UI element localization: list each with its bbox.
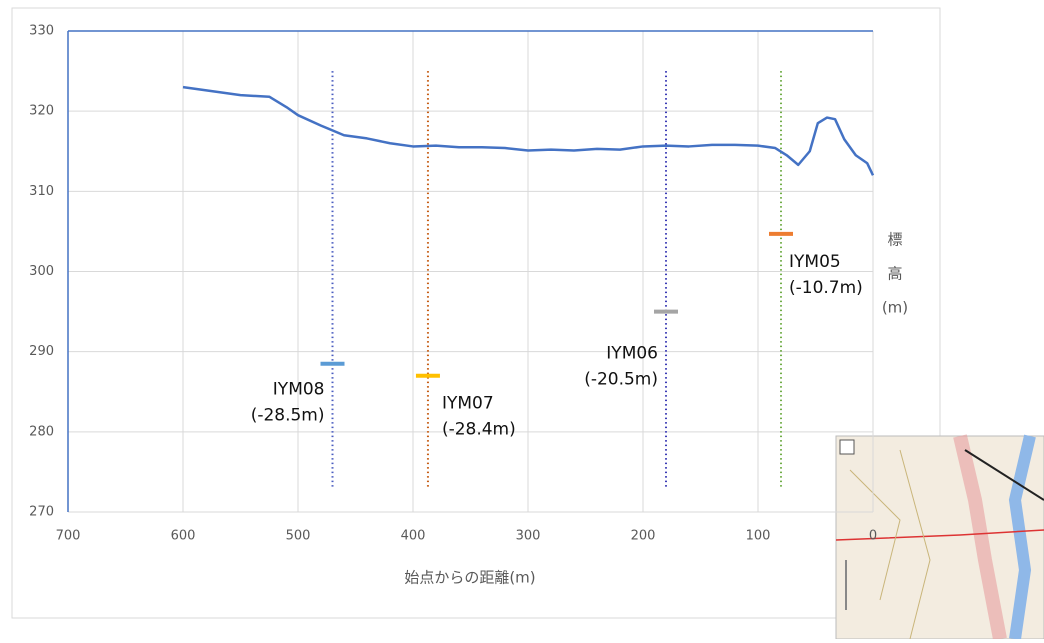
y-axis-label: 標 [887,231,902,249]
map-thumbnail [836,436,1044,639]
borehole-name: IYM08 [273,380,325,400]
y-tick-label: 300 [29,264,54,279]
y-tick-label: 320 [29,104,54,119]
x-tick-label: 400 [401,529,426,544]
borehole-name: IYM07 [442,394,494,414]
chart-frame [12,8,940,618]
x-tick-label: 0 [869,529,877,544]
borehole-name: IYM06 [606,344,658,364]
borehole-depth: (-10.7m) [789,278,863,298]
x-tick-label: 500 [286,529,311,544]
x-tick-label: 700 [56,529,81,544]
chart: 始点からの距離(m) 270 280 290 300 310 320 330 700 600 50… [0,0,1044,639]
borehole-depth: (-28.4m) [442,420,516,440]
x-axis-label: 始点からの距離(m) [404,569,535,587]
y-tick-label: 330 [29,24,54,39]
x-tick-label: 200 [631,529,656,544]
borehole-depth: (-28.5m) [251,406,325,426]
x-tick-label: 300 [516,529,541,544]
y-axis-label: (m) [882,299,908,317]
borehole-depth: (-20.5m) [584,370,658,390]
y-tick-label: 280 [29,424,54,439]
y-tick-label: 270 [29,505,54,520]
x-tick-label: 600 [171,529,196,544]
y-tick-label: 310 [29,184,54,199]
y-axis-label: 高 [887,265,902,283]
y-tick-label: 290 [29,344,54,359]
x-tick-label: 100 [746,529,771,544]
borehole-name: IYM05 [789,252,841,272]
